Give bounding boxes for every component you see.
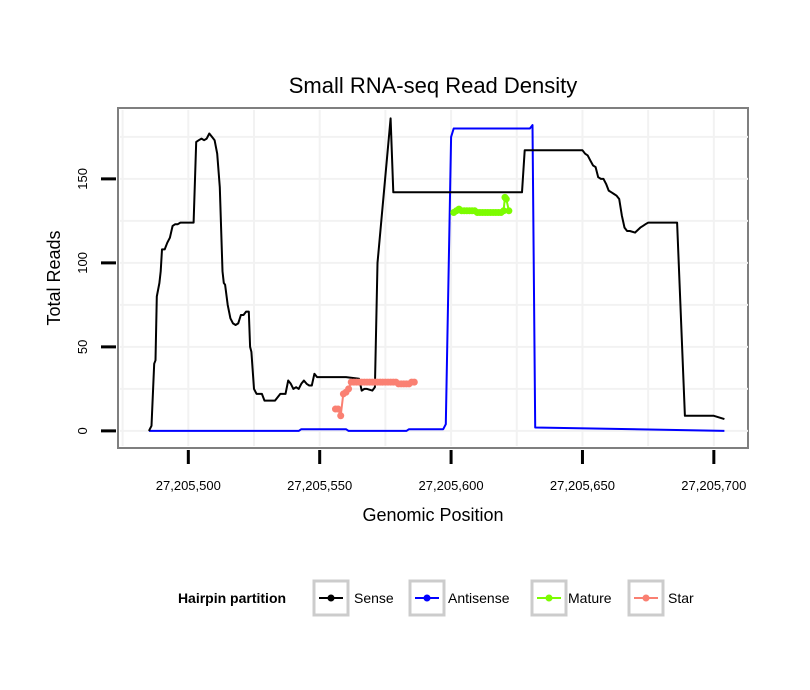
mature-point xyxy=(505,207,513,215)
legend-label: Sense xyxy=(354,590,394,606)
data-series xyxy=(148,117,725,432)
x-axis-label: Genomic Position xyxy=(362,505,503,525)
legend-key-point xyxy=(545,594,553,602)
legend-title: Hairpin partition xyxy=(178,590,286,606)
y-tick-label: 0 xyxy=(75,427,90,434)
mature-point xyxy=(502,195,510,203)
mature-point xyxy=(500,207,508,215)
axes: 27,205,500 27,205,550 27,205,600 27,205,650… xyxy=(75,168,746,493)
y-axis-label: Total Reads xyxy=(44,230,64,325)
star-point xyxy=(337,412,345,420)
legend-item-antisense: Antisense xyxy=(408,579,510,617)
legend-label: Star xyxy=(668,590,694,606)
plot-panel xyxy=(117,107,749,449)
y-tick-label: 150 xyxy=(75,168,90,190)
legend-key-point xyxy=(423,594,431,602)
x-tick-label: 27,205,500 xyxy=(156,478,221,493)
chart-title: Small RNA-seq Read Density xyxy=(289,73,578,98)
sense-line xyxy=(148,117,399,432)
legend-label: Antisense xyxy=(448,590,510,606)
star-point xyxy=(410,378,418,386)
sense-line-1 xyxy=(398,149,725,421)
legend-label: Mature xyxy=(568,590,612,606)
legend-key-point xyxy=(642,594,650,602)
legend: Hairpin partition Sense Antisense Mature St… xyxy=(178,579,694,617)
legend-item-star: Star xyxy=(627,579,694,617)
antisense-line xyxy=(148,124,725,432)
x-tick-label: 27,205,600 xyxy=(419,478,484,493)
x-tick-label: 27,205,650 xyxy=(550,478,615,493)
legend-item-sense: Sense xyxy=(312,579,394,617)
x-tick-label: 27,205,550 xyxy=(287,478,352,493)
y-tick-label: 100 xyxy=(75,252,90,274)
y-tick-label: 50 xyxy=(75,340,90,354)
x-tick-label: 27,205,700 xyxy=(681,478,746,493)
star-point xyxy=(334,405,342,413)
star-point xyxy=(345,385,353,393)
legend-item-mature: Mature xyxy=(530,579,612,617)
legend-key-point xyxy=(327,594,335,602)
